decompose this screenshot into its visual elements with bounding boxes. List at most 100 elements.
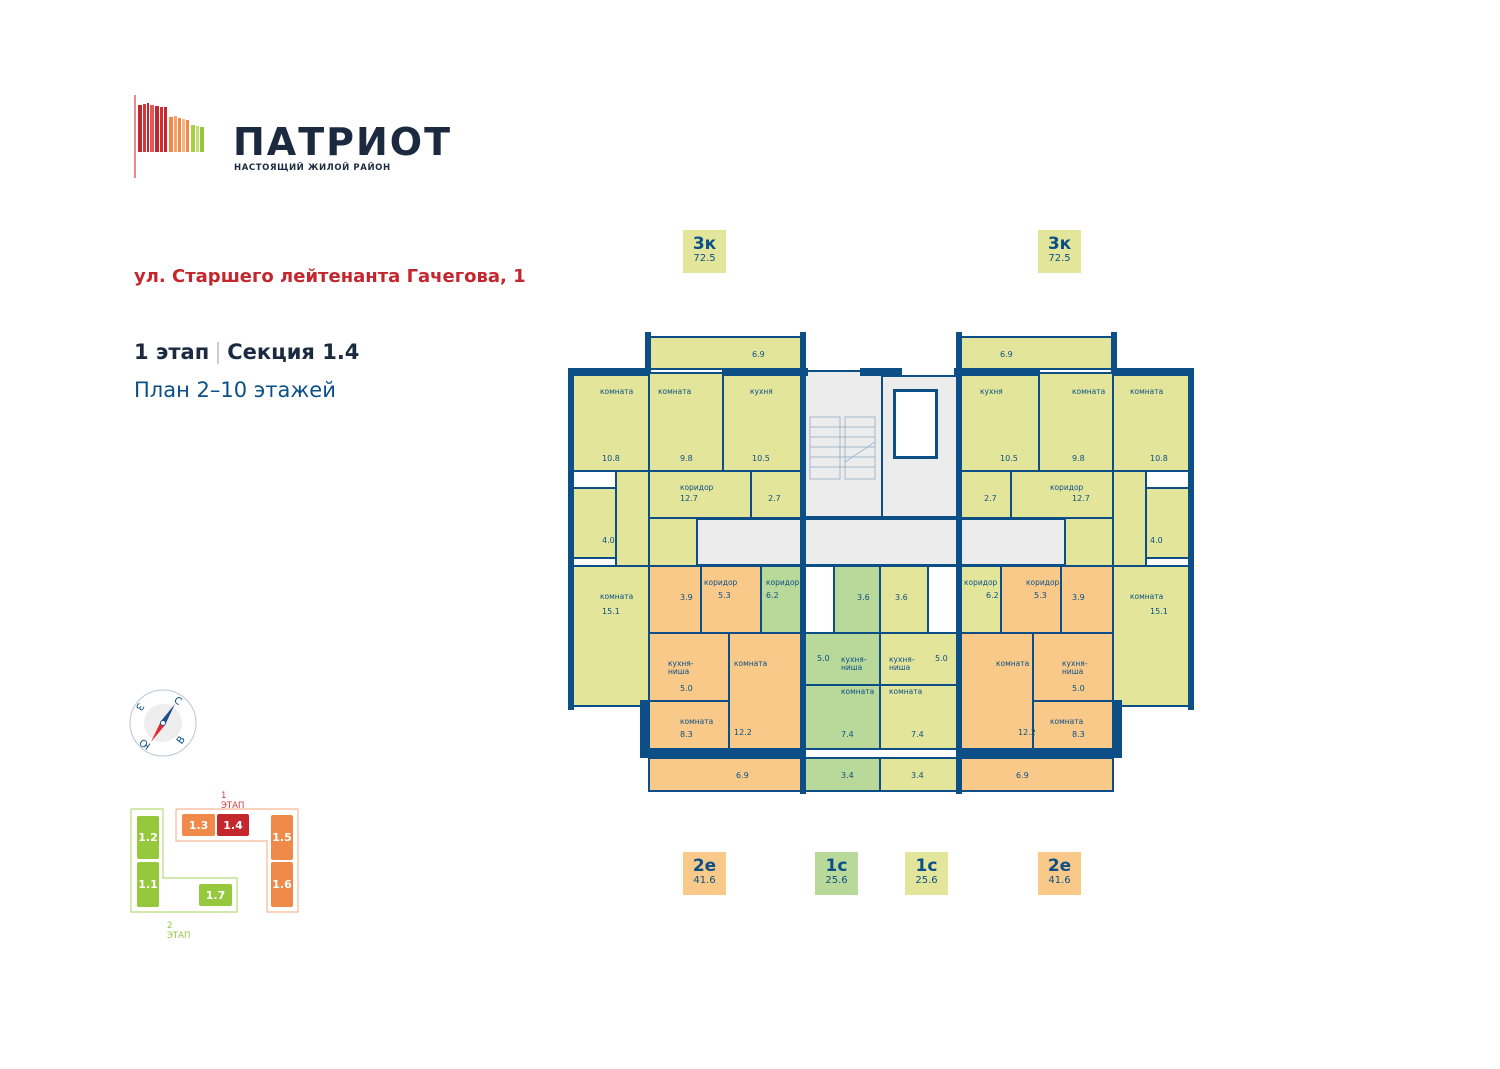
section-label: Секция 1.4 xyxy=(227,340,360,364)
apartment-badge-2e-right[interactable]: 2е 41.6 xyxy=(1038,852,1081,895)
room-label: комната xyxy=(1050,717,1084,726)
apartment-badge-1c-left[interactable]: 1с 25.6 xyxy=(815,852,858,895)
compass-icon xyxy=(129,689,197,757)
room-right-20: 3.4 xyxy=(879,757,959,792)
room-right-5: 2.7 xyxy=(958,470,1012,519)
room-label: коридор xyxy=(1026,578,1060,587)
room-area: 9.8 xyxy=(680,454,693,463)
room-right-10: 3.9 xyxy=(1060,565,1114,634)
room-left-15: комната 12.2 xyxy=(728,632,804,750)
room-left-4: коридор 12.7 xyxy=(648,470,752,519)
room-right-12: коридор 6.2 xyxy=(958,565,1002,634)
apartment-area: 72.5 xyxy=(693,253,716,264)
room-area: 6.9 xyxy=(1000,350,1013,359)
site-section-1.7[interactable]: 1.7 xyxy=(199,884,232,906)
room-area: 5.3 xyxy=(1034,591,1047,600)
room-area: 10.5 xyxy=(752,454,770,463)
apartment-badge-2e-left[interactable]: 2е 41.6 xyxy=(683,852,726,895)
site-section-1.5[interactable]: 1.5 xyxy=(271,815,293,860)
room-area: 15.1 xyxy=(602,607,620,616)
room-area: 6.2 xyxy=(986,591,999,600)
site-section-1.4[interactable]: 1.4 xyxy=(217,814,249,836)
wall-segment xyxy=(1111,332,1117,372)
apartment-badge-3k-right[interactable]: 3к 72.5 xyxy=(1038,230,1081,273)
logo-name: ПАТРИОТ xyxy=(233,120,453,164)
room-area: 9.8 xyxy=(1072,454,1085,463)
room-area: 12.7 xyxy=(680,494,698,503)
apartment-type: 3к xyxy=(1047,234,1072,254)
room-area: 4.0 xyxy=(602,536,615,545)
wall-segment xyxy=(954,368,1040,376)
apartment-type: 3к xyxy=(692,234,717,254)
wall-segment xyxy=(1188,368,1194,710)
site-section-1.1[interactable]: 1.1 xyxy=(137,862,159,907)
room-left-20: 3.4 xyxy=(803,757,883,792)
wall-segment xyxy=(880,368,902,376)
room-area: 7.4 xyxy=(841,730,854,739)
site-section-1.2[interactable]: 1.2 xyxy=(137,816,159,859)
room-area: 5.3 xyxy=(718,591,731,600)
room-right-18: кухня- ниша 5.0 xyxy=(879,632,959,686)
room-right-7 xyxy=(1112,470,1147,567)
divider xyxy=(217,342,220,364)
room-area: 8.3 xyxy=(1072,730,1085,739)
plan-title: План 2–10 этажей xyxy=(134,378,336,402)
room-label: кухня- ниша xyxy=(1062,659,1088,676)
site-section-1.6[interactable]: 1.6 xyxy=(271,862,293,907)
room-left-2: комната 9.8 xyxy=(648,372,724,472)
room-label: кухня- ниша xyxy=(668,659,694,676)
room-label: кухня xyxy=(750,387,773,396)
apartment-badge-1c-right[interactable]: 1с 25.6 xyxy=(905,852,948,895)
elevator-icon xyxy=(893,389,938,459)
common-corridor xyxy=(697,517,1067,567)
logo-bars-icon xyxy=(134,95,204,178)
room-area: 5.0 xyxy=(935,654,948,663)
room-label: коридор xyxy=(680,483,714,492)
room-area: 3.4 xyxy=(911,771,924,780)
room-left-13: кухня- ниша 5.0 xyxy=(648,632,730,702)
room-right-15: комната 12.2 xyxy=(958,632,1036,750)
room-area: 10.8 xyxy=(602,454,620,463)
room-label: комната xyxy=(600,592,634,601)
room-label: комната xyxy=(1072,387,1106,396)
stairwell xyxy=(803,370,883,518)
room-right-4: коридор 12.7 xyxy=(1010,470,1114,519)
room-area: 6.9 xyxy=(736,771,749,780)
room-label: комната xyxy=(1130,387,1164,396)
room-label: комната xyxy=(600,387,634,396)
wall-segment xyxy=(1114,368,1194,376)
apartment-badge-3k-left[interactable]: 3к 72.5 xyxy=(683,230,726,273)
room-area: 12.2 xyxy=(734,728,752,737)
room-right-9 xyxy=(1064,517,1114,567)
room-right-16: 6.9 xyxy=(960,757,1114,792)
room-label: комната xyxy=(658,387,692,396)
apartment-area: 72.5 xyxy=(1048,253,1071,264)
stage-label: 1 этап xyxy=(134,340,210,364)
room-right-8: комната 15.1 xyxy=(1112,565,1190,707)
site-outline xyxy=(130,808,299,913)
apartment-area: 25.6 xyxy=(915,875,938,886)
room-area: 5.0 xyxy=(1072,684,1085,693)
wall-segment xyxy=(957,748,1117,758)
room-right-1: комната 10.8 xyxy=(1112,372,1190,472)
logo xyxy=(133,95,213,180)
room-label: комната xyxy=(680,717,714,726)
stairs-icon xyxy=(809,416,876,480)
room-area: 3.9 xyxy=(680,593,693,602)
wall-segment xyxy=(568,368,574,710)
room-area: 8.3 xyxy=(680,730,693,739)
room-area: 10.5 xyxy=(1000,454,1018,463)
wall-segment xyxy=(956,332,962,794)
room-area: 6.2 xyxy=(766,591,779,600)
room-area: 6.9 xyxy=(752,350,765,359)
room-left-17: 3.6 xyxy=(833,565,883,634)
wall-segment xyxy=(800,332,806,794)
room-left-16: 6.9 xyxy=(648,757,802,792)
site-section-1.3[interactable]: 1.3 xyxy=(182,814,215,836)
address: ул. Старшего лейтенанта Гачегова, 1 xyxy=(134,266,526,287)
room-right-14: комната 8.3 xyxy=(1032,700,1114,750)
compass: С В Ю З xyxy=(128,688,198,758)
room-label: комната xyxy=(734,659,768,668)
apartment-area: 41.6 xyxy=(1048,875,1071,886)
room-left-10: 3.9 xyxy=(648,565,702,634)
